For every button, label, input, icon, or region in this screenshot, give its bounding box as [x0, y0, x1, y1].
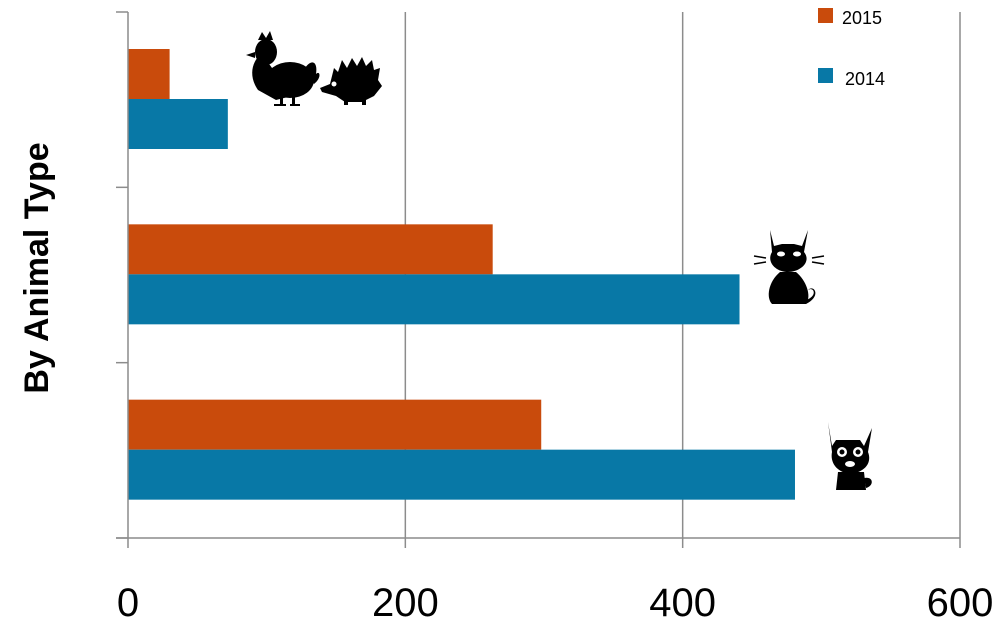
axes	[116, 11, 961, 548]
x-tick-label-600: 600	[927, 581, 994, 622]
legend-label-2014: 2014	[845, 69, 885, 89]
x-tick-label-200: 200	[372, 581, 439, 622]
x-tick-label-0: 0	[117, 581, 139, 622]
legend-swatch-2015	[818, 8, 833, 23]
y-axis-label: By Animal Type	[18, 142, 56, 393]
legend-label-2015: 2015	[842, 8, 882, 28]
bar-2015-1	[128, 224, 493, 275]
hedgehog-icon	[320, 57, 382, 105]
x-tick-labels: 0 200 400 600	[117, 581, 994, 622]
cat-icon	[753, 230, 825, 304]
dog-icon	[828, 422, 872, 490]
x-tick-label-400: 400	[649, 581, 716, 622]
bars	[128, 49, 795, 500]
bar-2015-0	[128, 49, 170, 99]
legend: 2015 2014	[818, 8, 885, 89]
rooster-hedgehog-icon	[246, 31, 382, 106]
bar-2014-1	[128, 274, 740, 325]
rooster-icon	[246, 31, 320, 106]
bar-2015-2	[128, 399, 542, 450]
bar-2014-0	[128, 99, 228, 149]
bar-2014-2	[128, 449, 795, 500]
legend-swatch-2014	[818, 68, 833, 83]
